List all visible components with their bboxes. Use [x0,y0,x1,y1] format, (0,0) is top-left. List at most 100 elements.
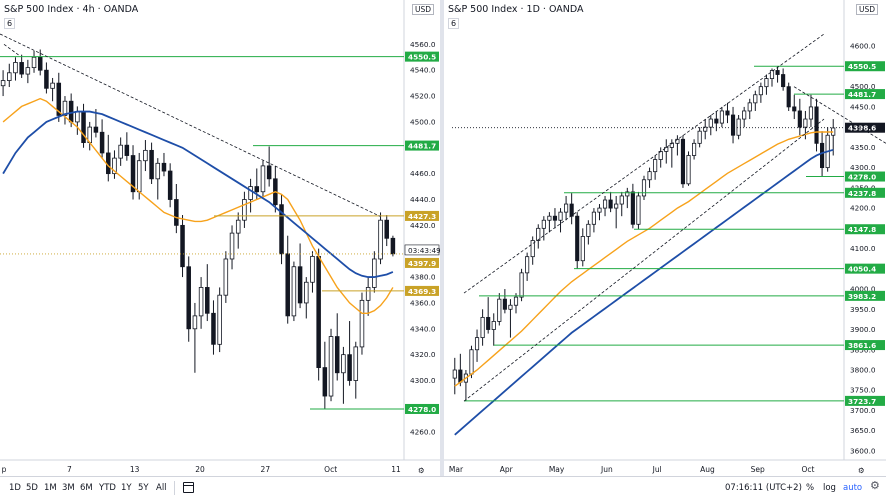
x-tick-label: Mar [449,465,464,474]
candle-body [491,321,496,330]
candle-body [591,211,596,225]
candle-body [714,118,719,124]
candle-body [781,74,786,88]
y-tick-label: 3600.0 [850,446,876,455]
range-button-1y[interactable]: 1Y [121,483,132,493]
price-level-tag [405,51,439,62]
candle-body [541,219,546,229]
candle-body [530,240,535,258]
candle-body [469,349,474,375]
y-tick-label: 3800.0 [850,366,876,375]
candle-body [474,337,480,351]
candle-body [56,82,62,116]
calendar-icon[interactable] [183,482,194,493]
candle-body [161,162,167,172]
candle-body [558,211,563,221]
candle-body [19,62,24,75]
price-level-tag [845,171,885,182]
chart-canvas-1d[interactable]: 4600.04500.04450.04350.04300.04250.04200… [444,0,886,476]
price-level-label: 4050.4 [848,265,876,274]
y-tick-label: 3700.0 [850,406,876,415]
candle-body [697,130,702,144]
candle-body [580,236,585,262]
candle-body [347,354,352,381]
last-price-label: 4397.9 [408,259,436,268]
x-tick-label: 7 [67,465,72,474]
candle-body [0,80,6,87]
range-button-6m[interactable]: 6M [80,483,93,493]
candle-body [569,203,574,217]
last-price-label: 4398.6 [848,124,876,133]
pane-divider[interactable] [440,0,444,476]
candle-body [736,118,741,136]
candle-body [248,186,253,200]
range-button-all[interactable]: All [156,483,167,493]
candle-body [217,294,222,345]
candle-body [452,369,457,379]
candle-body [229,232,235,260]
candle-body [764,78,769,88]
candle-body [730,114,736,136]
candle-body [322,367,328,397]
candle-body [792,106,797,112]
candle-body [597,207,602,213]
price-level-tag [405,140,439,151]
range-button-ytd[interactable]: YTD [99,483,116,493]
candle-body [279,204,284,255]
candle-body [223,258,229,296]
price-level-tag [845,224,885,235]
settings-icon: ⚙ [858,466,865,475]
toolbar-separator [174,481,175,495]
chart-pane-1d[interactable]: 4600.04500.04450.04350.04300.04250.04200… [444,0,886,476]
y-tick-label: 4360.0 [410,298,436,307]
chart-canvas-4h[interactable]: 4560.04540.04520.04500.04480.04460.04440… [0,0,440,476]
y-tick-label: 4260.0 [410,428,436,437]
trendline [3,44,21,57]
clock-readout[interactable]: 07:16:11 (UTC+2) [725,483,802,493]
candle-body [497,298,502,322]
bottom-toolbar: 1D 5D 1M 3M 6M YTD 1Y 5Y All 07:16:11 (U… [0,476,886,499]
price-level-label: 4427.3 [408,212,436,221]
last-price-tag [405,257,439,268]
price-level-label: 4278.0 [408,405,436,414]
settings-gear-icon[interactable]: ⚙ [870,479,880,492]
candle-body [143,149,148,162]
candle-body [758,86,763,96]
x-tick-label: Oct [802,465,815,474]
candle-body [680,138,686,185]
candle-body [235,219,241,234]
x-tick-label: 27 [261,465,271,474]
candle-body [686,155,691,185]
y-tick-label: 4100.0 [850,244,876,253]
range-button-5d[interactable]: 5D [26,483,38,493]
range-button-1d[interactable]: 1D [9,483,21,493]
candle-body [808,106,814,120]
candle-body [513,296,519,306]
candle-body [118,144,123,159]
candle-body [242,199,247,221]
candle-body [75,111,80,123]
range-button-1m[interactable]: 1M [44,483,57,493]
x-tick-label: Oct [324,465,337,474]
candle-body [786,86,791,108]
interval-badge-1d[interactable]: 6 [448,18,460,29]
log-toggle[interactable]: log [823,483,836,493]
moving-average-orange [454,131,834,387]
candle-body [384,219,389,239]
candle-body [167,170,173,200]
chart-pane-4h[interactable]: 4560.04540.04520.04500.04480.04460.04440… [0,0,441,476]
currency-button-4h[interactable]: USD [412,4,435,15]
candle-body [31,56,37,69]
percent-toggle[interactable]: % [806,483,815,493]
price-level-label: 3723.7 [848,397,876,406]
auto-toggle[interactable]: auto [843,483,863,493]
interval-badge-4h[interactable]: 6 [4,18,16,29]
currency-button-1d[interactable]: USD [856,4,879,15]
range-button-5y[interactable]: 5Y [138,483,149,493]
candle-body [602,199,608,209]
candle-body [124,144,130,156]
candle-body [186,266,191,330]
range-button-3m[interactable]: 3M [62,483,75,493]
candle-body [630,191,635,225]
candle-body [797,110,802,128]
